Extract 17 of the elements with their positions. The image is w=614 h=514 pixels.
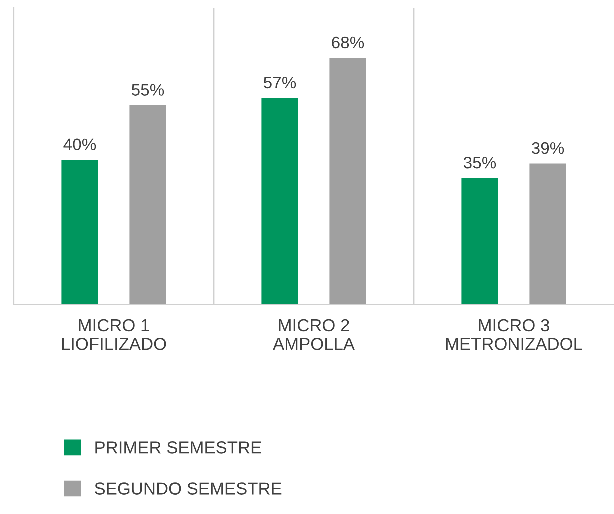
bar [328,56,368,305]
legend-label: PRIMER SEMESTRE [96,442,262,454]
data-label: 35% [464,156,496,169]
x-tick-label: MICRO 3 METRONIZADOL [446,319,582,350]
x-tick-label: MICRO 2 AMPOLLA [273,319,355,350]
data-label: 57% [264,76,296,89]
bar [128,104,168,305]
legend-label: SEGUNDO SEMESTRE [95,482,282,495]
bar [528,162,568,305]
data-label: 55% [132,84,164,96]
data-label: 68% [332,36,364,49]
bar [460,176,500,305]
bar [260,96,300,305]
bar [60,158,100,305]
data-label: 40% [64,138,96,151]
data-label: 39% [532,142,564,154]
x-tick-label: MICRO 1 LIOFILIZADO [62,319,166,350]
